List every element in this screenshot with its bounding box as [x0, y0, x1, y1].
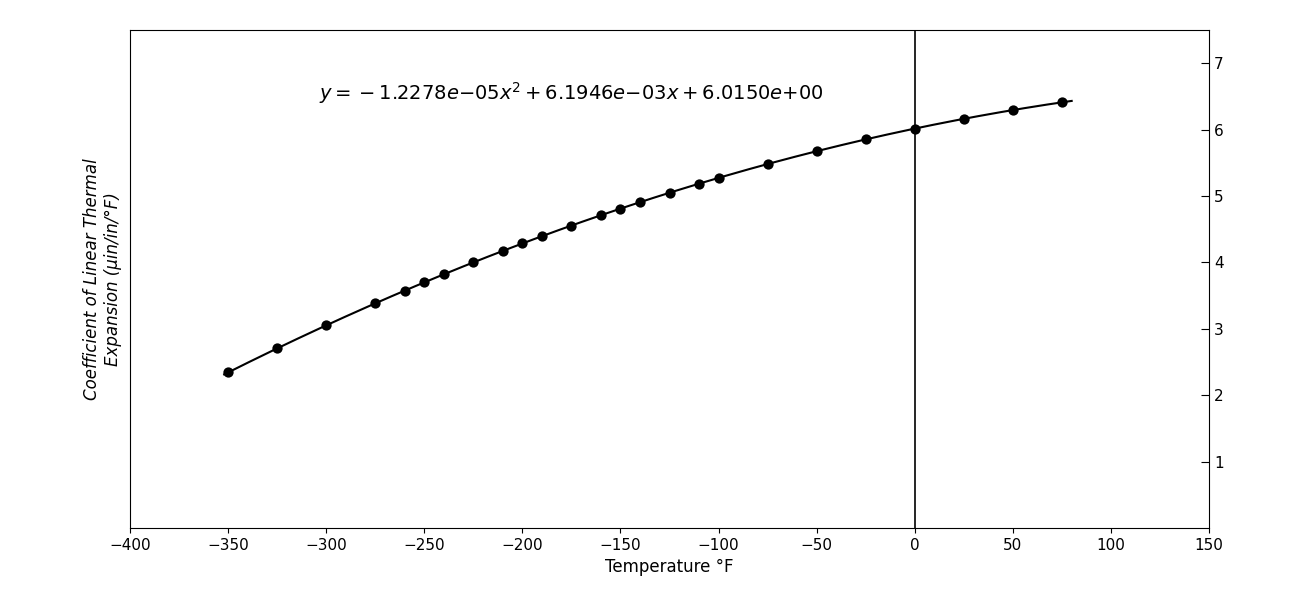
Text: $\mathit{y=-1.2278e{-}05x^2+6.1946e{-}03x+6.0150e{+}00}$: $\mathit{y=-1.2278e{-}05x^2+6.1946e{-}03…: [318, 80, 823, 106]
Point: [806, 146, 827, 156]
Point: [394, 286, 415, 295]
Point: [512, 239, 533, 248]
Point: [590, 211, 611, 220]
Point: [905, 124, 926, 133]
Point: [463, 257, 484, 267]
Point: [365, 299, 386, 308]
X-axis label: Temperature °F: Temperature °F: [606, 558, 733, 576]
Point: [316, 320, 337, 330]
Point: [433, 269, 454, 279]
Point: [1052, 98, 1072, 107]
Point: [629, 197, 650, 207]
Point: [757, 159, 777, 169]
Point: [1002, 105, 1023, 115]
Point: [532, 232, 552, 241]
Point: [953, 114, 974, 124]
Point: [708, 173, 729, 182]
Point: [413, 278, 434, 287]
Point: [266, 344, 287, 353]
Point: [659, 188, 680, 197]
Point: [610, 204, 630, 214]
Y-axis label: Coefficient of Linear Thermal
Expansion (μin/in/°F): Coefficient of Linear Thermal Expansion …: [83, 158, 122, 400]
Point: [493, 246, 514, 256]
Point: [689, 179, 710, 188]
Point: [562, 221, 582, 230]
Point: [855, 134, 876, 144]
Point: [217, 368, 238, 377]
